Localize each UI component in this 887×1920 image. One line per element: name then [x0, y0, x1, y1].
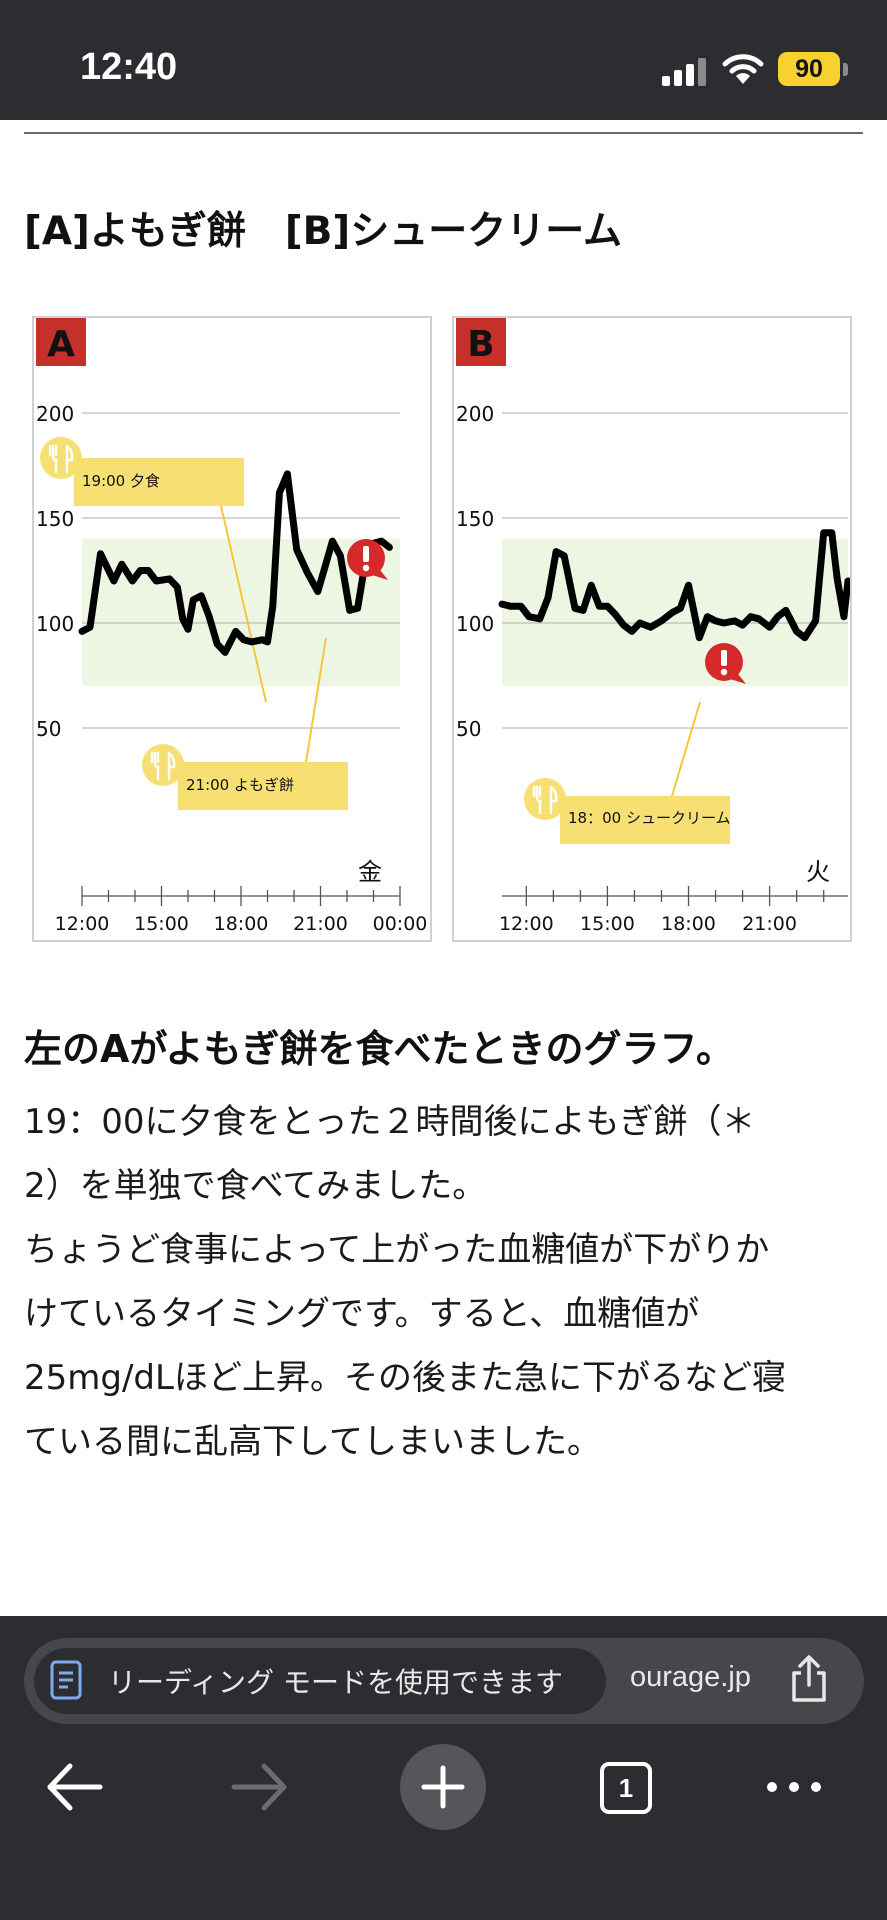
y-tick-label: 150	[36, 507, 74, 531]
divider	[24, 132, 863, 134]
annotation-leader	[220, 505, 267, 703]
y-tick-label: 150	[456, 507, 494, 531]
x-tick-label: 12:00	[55, 913, 110, 935]
article-body: 19：00に夕食をとった２時間後によもぎ餅（＊ 2）を単独で食べてみました。 ち…	[24, 1090, 872, 1474]
panel-label: B	[467, 324, 494, 365]
body-line: 19：00に夕食をとった２時間後によもぎ餅（＊	[24, 1102, 756, 1142]
glucose-chart-a: 200 150 100 50 A 金 12:00 15:00 18:00 21:00 00:00 19…	[36, 318, 428, 935]
plus-icon	[421, 1765, 465, 1809]
x-tick-label: 00:00	[373, 913, 428, 935]
y-tick-label: 100	[36, 612, 74, 636]
section-heading: [A]よもぎ餅 [B]シュークリーム	[24, 209, 623, 254]
y-tick-label: 50	[456, 717, 481, 741]
x-tick-label: 21:00	[742, 913, 797, 935]
y-tick-label: 200	[456, 402, 494, 426]
annotation-label: 19:00 夕食	[82, 472, 160, 490]
tabs-button[interactable]: 1	[600, 1762, 652, 1814]
wifi-icon	[722, 54, 764, 84]
domain-label[interactable]: ourage.jp	[630, 1661, 751, 1693]
body-line: ている間に乱高下してしまいました。	[24, 1422, 601, 1462]
x-tick-label: 21:00	[293, 913, 348, 935]
day-label: 火	[806, 858, 830, 886]
reader-mode-label[interactable]: リーディング モードを使用できます	[108, 1666, 563, 1699]
annotation-label: 21:00 よもぎ餅	[186, 776, 294, 794]
annotation-leader	[305, 637, 327, 763]
fork-knife-icon	[142, 744, 184, 786]
signal-icon	[662, 58, 708, 86]
annotation-box	[560, 796, 730, 844]
glucose-series-line	[78, 470, 393, 656]
fork-knife-icon	[524, 778, 566, 820]
body-line: ちょうど食事によって上がった血糖値が下がりか	[24, 1230, 770, 1270]
panel-label: A	[47, 324, 75, 365]
body-line: 25mg/dLほど上昇。その後また急に下がるなど寝	[24, 1358, 786, 1398]
x-tick-label: 18:00	[661, 913, 716, 935]
day-label: 金	[358, 858, 382, 886]
more-icon[interactable]	[762, 1744, 826, 1830]
glucose-series-line	[498, 529, 850, 642]
alert-icon	[347, 539, 388, 580]
status-bar	[0, 0, 887, 120]
annotation-box	[74, 458, 244, 506]
forward-arrow-icon[interactable]	[228, 1744, 290, 1830]
alert-icon	[705, 643, 746, 684]
panel-label-box	[36, 318, 86, 366]
fork-knife-icon	[40, 437, 82, 479]
battery-icon: 90	[778, 52, 840, 86]
annotation-box	[178, 762, 348, 810]
chart-panel-b: 200 150 100 50 B 火 12:00 15:00 18:00 21:00 18：00 シ…	[452, 316, 852, 942]
new-tab-button[interactable]	[400, 1744, 486, 1830]
glucose-chart-b: 200 150 100 50 B 火 12:00 15:00 18:00 21:00 18：00 シ…	[456, 318, 850, 935]
reader-mode-button[interactable]	[34, 1648, 606, 1714]
panel-label-box	[456, 318, 506, 366]
battery-tip	[843, 63, 848, 76]
x-tick-label: 12:00	[499, 913, 554, 935]
article-heading: 左のAがよもぎ餅を食べたときのグラフ。	[24, 1027, 734, 1071]
back-arrow-icon[interactable]	[44, 1744, 106, 1830]
annotation-label: 18：00 シュークリーム	[568, 809, 731, 827]
body-line: けているタイミングです。すると、血糖値が	[24, 1294, 700, 1334]
x-tick-label: 15:00	[134, 913, 189, 935]
body-line: 2）を単独で食べてみました。	[24, 1166, 487, 1206]
x-tick-label: 18:00	[214, 913, 269, 935]
x-tick-label: 15:00	[580, 913, 635, 935]
y-tick-label: 200	[36, 402, 74, 426]
y-tick-label: 50	[36, 717, 61, 741]
document-icon	[50, 1660, 82, 1700]
annotation-leader	[671, 701, 701, 797]
share-icon[interactable]	[788, 1654, 830, 1704]
status-time: 12:40	[80, 46, 178, 88]
chart-panel-a: 200 150 100 50 A 金 12:00 15:00 18:00 21:00 00:00 19…	[32, 316, 432, 942]
y-tick-label: 100	[456, 612, 494, 636]
